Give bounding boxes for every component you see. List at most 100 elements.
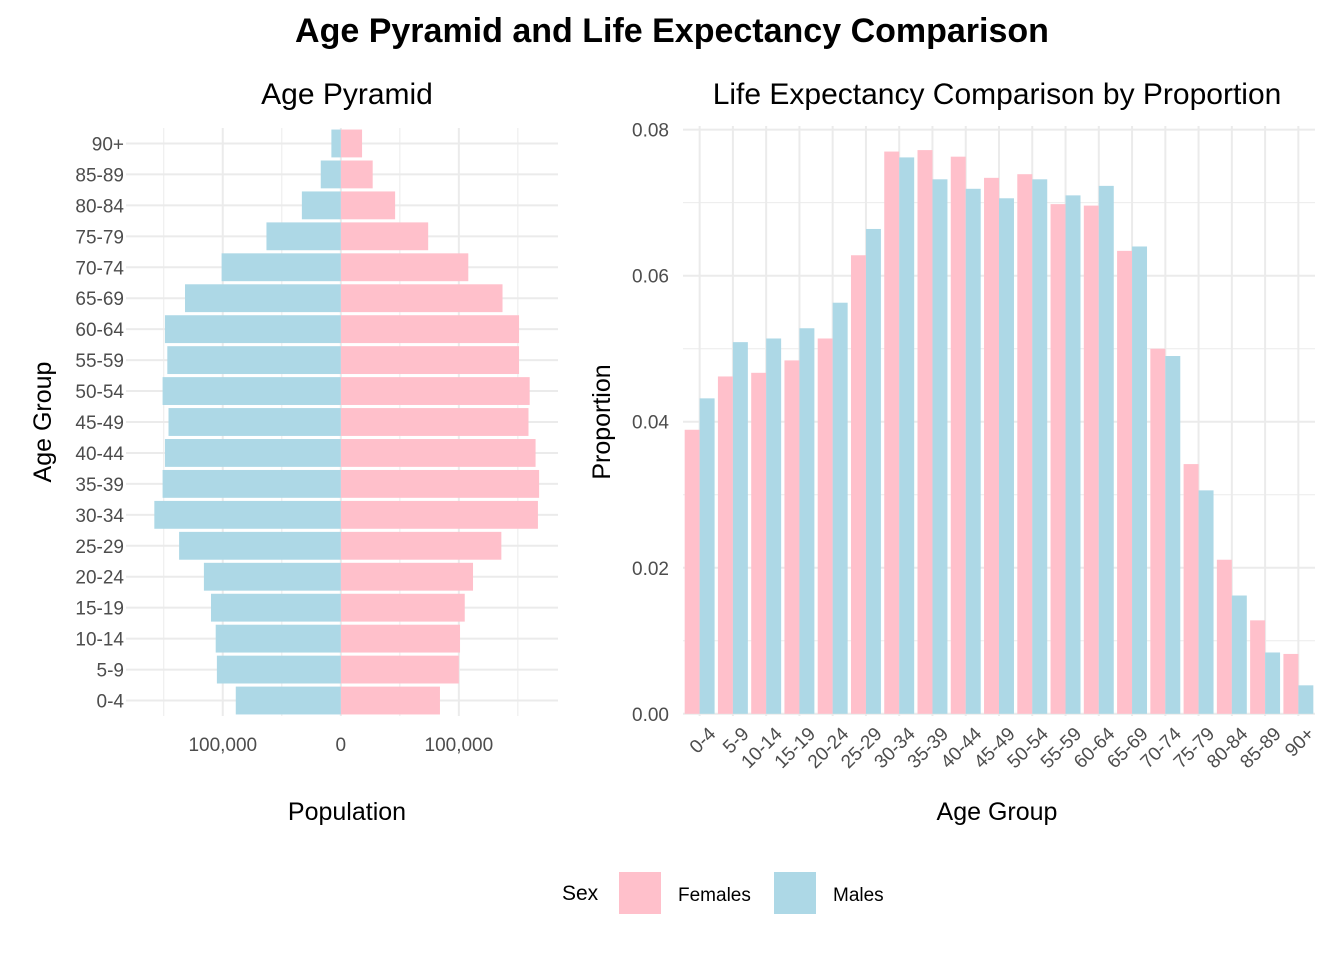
pyramid-y-tick-label: 60-64	[75, 320, 124, 341]
pyramid-bar-females	[340, 253, 469, 282]
proportion-y-tick-labels: 0.00 0.02 0.04 0.06 0.08	[632, 121, 669, 726]
proportion-bar-males	[932, 179, 948, 714]
pyramid-y-tick-labels: 0-4 5-9 10-14 15-19 20-24 25-29 30-34 35-39 40-4…	[75, 134, 124, 712]
pyramid-y-axis-label: Age Group	[29, 362, 57, 483]
proportion-bar-females	[950, 156, 966, 714]
proportion-bar-females	[1183, 464, 1199, 714]
proportion-bar-males	[1132, 246, 1148, 714]
proportion-bar-males	[1098, 185, 1114, 714]
figure-title: Age Pyramid and Life Expectancy Comparis…	[295, 12, 1049, 50]
proportion-bar-males	[1265, 652, 1281, 714]
pyramid-bar-females	[340, 222, 429, 251]
proportion-y-tick-label: 0.06	[632, 267, 669, 288]
pyramid-bar-females	[340, 655, 459, 684]
proportion-bar-males	[766, 338, 782, 714]
pyramid-y-tick-label: 15-19	[75, 599, 124, 620]
proportion-bar-females	[1050, 204, 1066, 714]
proportion-bar-males	[732, 342, 748, 714]
proportion-x-tick-label: 0-4	[686, 723, 721, 758]
pyramid-bar-females	[340, 593, 465, 622]
pyramid-bar-females	[340, 408, 529, 436]
age-pyramid-chart: Age Pyramid 0-4 5-9 10-14 15-19 20-24 25-29 30…	[29, 78, 558, 826]
pyramid-title: Age Pyramid	[261, 78, 433, 111]
proportion-bar-females	[751, 372, 767, 714]
proportion-bar-females	[1117, 250, 1133, 714]
pyramid-y-tick-label: 45-49	[75, 413, 124, 434]
pyramid-y-tick-label: 35-39	[75, 475, 124, 496]
pyramid-bar-females	[340, 284, 503, 313]
pyramid-bar-females	[340, 562, 474, 591]
legend-title: Sex	[562, 882, 599, 905]
pyramid-y-tick-label: 70-74	[75, 258, 124, 279]
pyramid-y-tick-label: 20-24	[75, 568, 124, 589]
pyramid-bar-males	[235, 686, 341, 715]
pyramid-bar-males	[331, 129, 341, 158]
pyramid-y-tick-label: 75-79	[75, 227, 124, 248]
pyramid-y-tick-label: 90+	[92, 134, 124, 155]
pyramid-bar-females	[340, 191, 396, 220]
pyramid-bar-females	[340, 531, 502, 560]
pyramid-y-tick-label: 80-84	[75, 196, 124, 217]
pyramid-y-tick-label: 55-59	[75, 351, 124, 372]
proportion-bar-males	[865, 228, 881, 714]
pyramid-bars	[154, 129, 540, 715]
pyramid-bar-females	[340, 346, 520, 375]
pyramid-y-tick-label: 40-44	[75, 444, 124, 465]
pyramid-x-tick-label: 0	[336, 735, 347, 756]
proportion-bar-males	[699, 398, 715, 714]
pyramid-bar-males	[215, 624, 341, 653]
proportion-bar-males	[832, 302, 848, 714]
proportion-bar-males	[1032, 179, 1048, 714]
pyramid-bar-females	[340, 160, 373, 189]
proportion-bar-males	[899, 157, 915, 714]
proportion-bar-males	[965, 188, 981, 714]
proportion-bars	[684, 150, 1314, 714]
proportion-bar-females	[850, 255, 866, 714]
pyramid-bar-males	[179, 531, 341, 560]
proportion-bar-females	[1017, 174, 1033, 714]
pyramid-bar-females	[340, 500, 538, 529]
proportion-x-tick-label: 90+	[1281, 724, 1319, 762]
pyramid-bar-females	[340, 624, 461, 653]
legend-label-males: Males	[833, 885, 884, 906]
legend-key-females	[619, 872, 661, 914]
proportion-bar-females	[1216, 559, 1232, 714]
proportion-bar-females	[1150, 348, 1166, 714]
proportion-bar-females	[884, 151, 900, 714]
pyramid-bar-females	[340, 315, 520, 344]
pyramid-bar-males	[216, 655, 341, 684]
proportion-bar-males	[1298, 685, 1314, 714]
pyramid-y-tick-label: 10-14	[75, 630, 124, 651]
pyramid-y-tick-label: 25-29	[75, 537, 124, 558]
pyramid-y-tick-label: 0-4	[97, 692, 125, 713]
pyramid-y-tick-label: 50-54	[75, 382, 124, 403]
proportion-y-axis-label: Proportion	[588, 364, 616, 479]
proportion-bar-females	[684, 429, 700, 714]
proportion-bar-females	[717, 376, 733, 714]
proportion-y-tick-label: 0.08	[632, 121, 669, 142]
proportion-bar-females	[917, 150, 933, 714]
pyramid-bar-males	[162, 377, 341, 405]
pyramid-bar-males	[164, 315, 341, 344]
proportion-bar-females	[817, 338, 833, 714]
proportion-bar-males	[799, 328, 815, 714]
pyramid-bar-males	[185, 284, 341, 313]
legend: Sex Females Males	[0, 868, 1344, 918]
proportion-bar-males	[1065, 195, 1081, 714]
pyramid-bar-males	[167, 346, 341, 375]
proportion-bar-females	[784, 360, 800, 714]
pyramid-bar-females	[340, 439, 536, 467]
proportion-bar-males	[999, 198, 1014, 714]
pyramid-bar-males	[164, 439, 341, 467]
pyramid-y-tick-label: 5-9	[97, 661, 124, 682]
pyramid-bar-males	[266, 222, 341, 251]
pyramid-bar-males	[203, 562, 341, 591]
proportion-bar-males	[1231, 595, 1247, 714]
pyramid-y-tick-label: 30-34	[75, 506, 124, 527]
proportion-bar-females	[1250, 620, 1266, 714]
pyramid-bar-males	[320, 160, 341, 189]
pyramid-bar-females	[340, 469, 540, 498]
legend-label-females: Females	[678, 885, 751, 906]
proportion-bar-females	[1083, 205, 1099, 714]
proportion-x-tick-labels: 0-45-910-1415-1920-2425-2930-3435-3940-4…	[686, 723, 1319, 773]
